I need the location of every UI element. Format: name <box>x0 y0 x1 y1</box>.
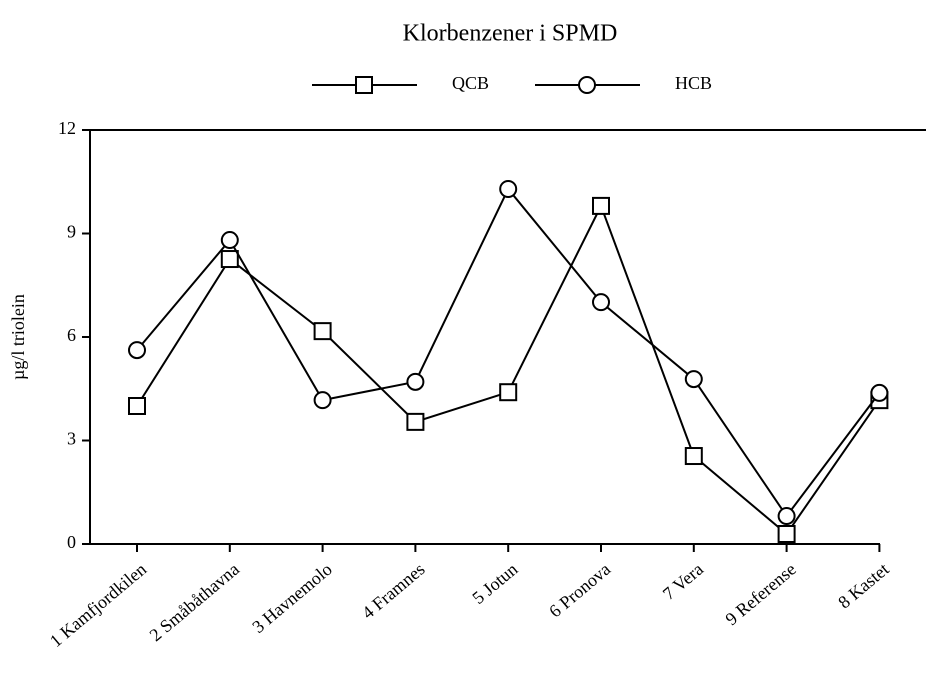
marker <box>128 341 146 360</box>
marker <box>128 397 146 415</box>
marker <box>499 383 518 402</box>
marker <box>406 412 425 431</box>
legend-marker <box>355 76 373 94</box>
marker <box>313 391 332 410</box>
marker <box>870 383 889 402</box>
marker <box>499 179 518 198</box>
legend-marker <box>578 76 596 94</box>
legend-label: QCB <box>452 73 489 93</box>
x-tick-label: 5 Jotun <box>468 559 521 608</box>
y-tick-label: 6 <box>67 325 76 345</box>
marker <box>684 370 703 389</box>
marker <box>406 372 425 391</box>
x-tick-label: 2 Småbåthavna <box>146 559 243 645</box>
x-tick-label: 1 Kamfjordkilen <box>46 559 150 651</box>
y-tick-label: 12 <box>58 118 76 138</box>
marker <box>592 293 610 312</box>
legend-label: HCB <box>675 73 712 93</box>
chart-title: Klorbenzener i SPMD <box>403 21 618 47</box>
y-tick-label: 3 <box>67 429 76 449</box>
x-tick-label: 8 Kastet <box>834 559 892 613</box>
x-tick-label: 6 Pronova <box>545 559 614 622</box>
x-tick-label: 9 Referense <box>721 559 799 629</box>
marker <box>777 524 796 543</box>
y-tick-label: 0 <box>67 532 76 552</box>
x-tick-label: 3 Havnemolo <box>248 559 336 637</box>
y-tick-label: 9 <box>67 222 76 242</box>
marker <box>777 507 796 526</box>
x-tick-label: 7 Vera <box>659 559 707 604</box>
line <box>136 187 881 518</box>
marker <box>220 250 239 269</box>
line <box>136 203 881 536</box>
marker <box>592 196 610 215</box>
marker <box>220 231 239 250</box>
y-axis-label: µg/l triolein <box>8 294 28 380</box>
marker <box>313 322 332 341</box>
marker <box>684 447 703 466</box>
x-tick-label: 4 Framnes <box>358 559 429 623</box>
